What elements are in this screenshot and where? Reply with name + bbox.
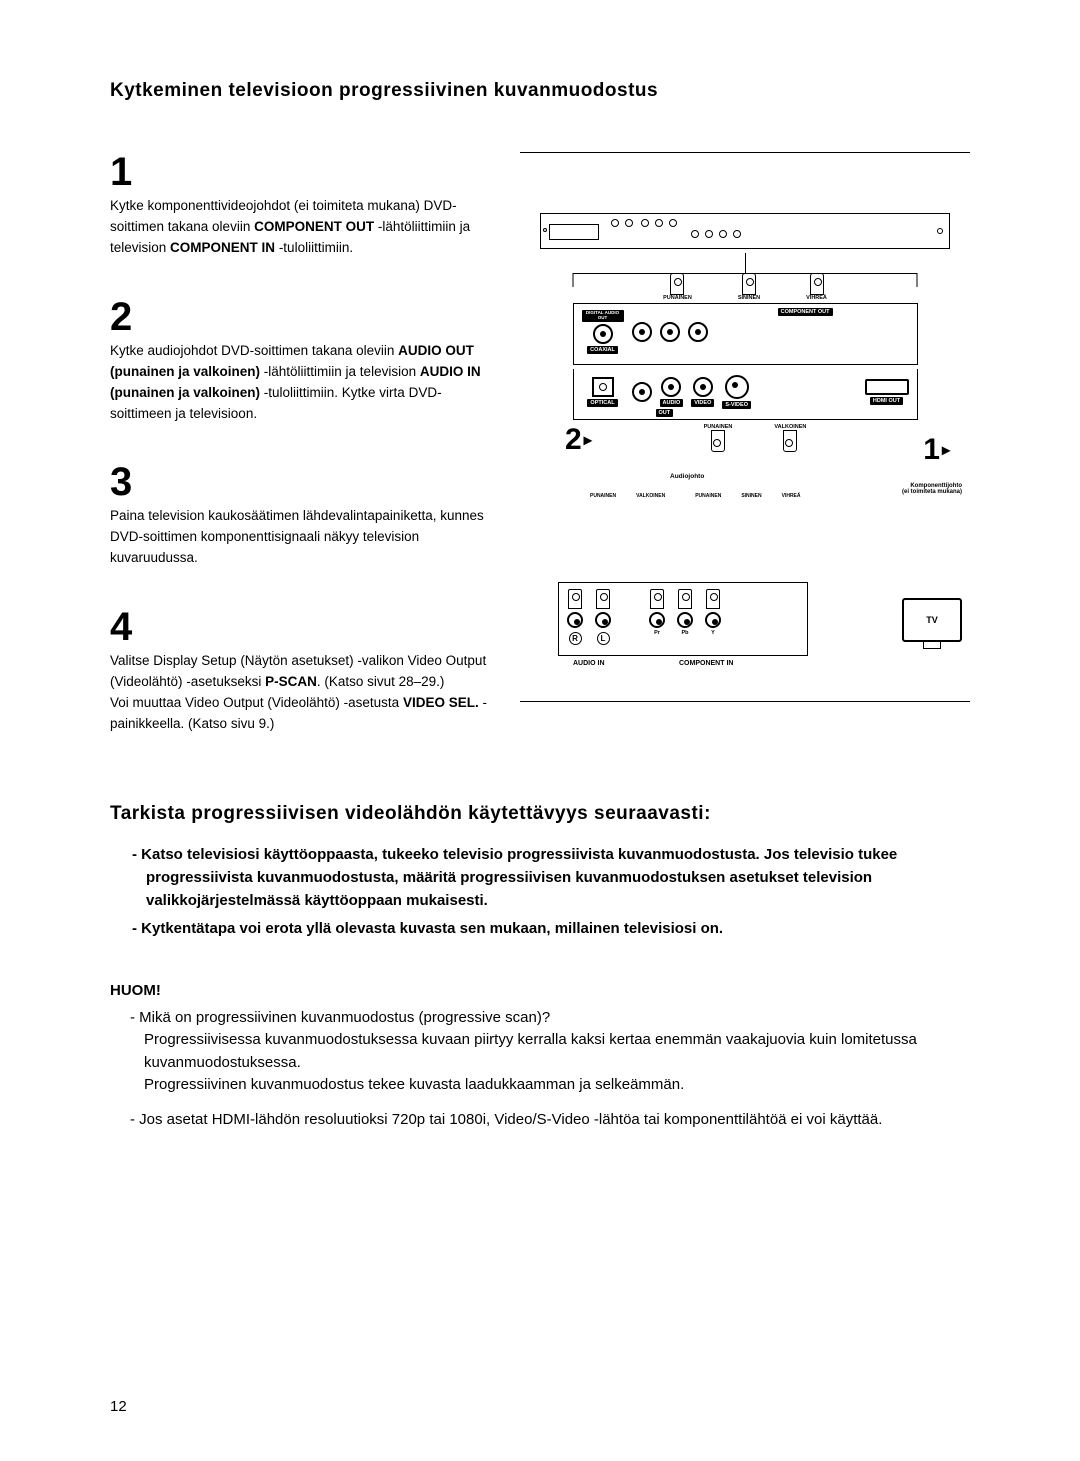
step-number: 4 bbox=[110, 607, 490, 647]
dvd-back-outline bbox=[540, 213, 950, 249]
label-coaxial: COAXIAL bbox=[587, 346, 618, 354]
label-audio-in: AUDIO IN bbox=[573, 660, 605, 667]
label-pr: Pr bbox=[654, 630, 660, 636]
check-item: - Katso televisiosi käyttöoppaasta, tuke… bbox=[132, 843, 1000, 913]
step-text: Valitse Display Setup (Näytön asetukset)… bbox=[110, 651, 490, 735]
label-audio: AUDIO bbox=[660, 399, 684, 407]
check-list: - Katso televisiosi käyttöoppaasta, tuke… bbox=[110, 843, 1000, 940]
label-audio-white: VALKOINEN bbox=[774, 424, 806, 430]
check-item: - Kytkentätapa voi erota yllä olevasta k… bbox=[132, 917, 1000, 940]
label-komponenttijohto-sub: (ei toimiteta mukana) bbox=[902, 489, 962, 495]
label-svideo: S-VIDEO bbox=[722, 401, 751, 409]
label-r: R bbox=[569, 632, 582, 645]
tv-input-panel: R L Pr Pb Y AUDIO IN COMPONENT IN bbox=[558, 582, 808, 656]
label-blue: SININEN bbox=[738, 295, 760, 301]
note-heading: HUOM! bbox=[110, 982, 1000, 999]
page-title: Kytkeminen televisioon progressiivinen k… bbox=[110, 80, 1000, 102]
label-audiojohto: Audiojohto bbox=[670, 473, 704, 480]
step-number: 2 bbox=[110, 297, 490, 337]
step-1: 1 Kytke komponenttivideojohdot (ei toimi… bbox=[110, 152, 490, 259]
page-number: 12 bbox=[110, 1398, 127, 1415]
content-columns: 1 Kytke komponenttivideojohdot (ei toimi… bbox=[110, 152, 1000, 773]
label-component-out: COMPONENT OUT bbox=[778, 308, 833, 316]
label-lower-color: VIHREÄ bbox=[782, 493, 801, 499]
note-item: - Mikä on progressiivinen kuvanmuodostus… bbox=[130, 1007, 1000, 1097]
step-number: 1 bbox=[110, 152, 490, 192]
note-item: - Jos asetat HDMI-lähdön resoluutioksi 7… bbox=[130, 1109, 1000, 1132]
step-number: 3 bbox=[110, 462, 490, 502]
step-3: 3 Paina television kaukosäätimen lähdeva… bbox=[110, 462, 490, 569]
callout-1: 1▸ bbox=[923, 433, 950, 467]
label-lower-color: VALKOINEN bbox=[636, 493, 665, 499]
label-green: VIHREÄ bbox=[806, 295, 827, 301]
label-component-in: COMPONENT IN bbox=[679, 660, 733, 667]
label-optical: OPTICAL bbox=[587, 399, 617, 407]
step-text: Kytke audiojohdot DVD-soittimen takana o… bbox=[110, 341, 490, 425]
step-4: 4 Valitse Display Setup (Näytön asetukse… bbox=[110, 607, 490, 735]
label-l: L bbox=[597, 632, 610, 645]
diagram-column: PUNAINEN SININEN VIHREÄ DIGITAL AUDIO OU… bbox=[520, 152, 970, 773]
step-2: 2 Kytke audiojohdot DVD-soittimen takana… bbox=[110, 297, 490, 425]
label-lower-color: PUNAINEN bbox=[695, 493, 721, 499]
step-text: Paina television kaukosäätimen lähdevali… bbox=[110, 506, 490, 569]
label-pb: Pb bbox=[681, 630, 688, 636]
connection-diagram: PUNAINEN SININEN VIHREÄ DIGITAL AUDIO OU… bbox=[520, 152, 970, 752]
label-y: Y bbox=[711, 630, 715, 636]
label-lower-color: PUNAINEN bbox=[590, 493, 616, 499]
label-out: OUT bbox=[656, 409, 674, 417]
enlarged-panel: PUNAINEN SININEN VIHREÄ DIGITAL AUDIO OU… bbox=[573, 273, 918, 452]
label-lower-color: SININEN bbox=[741, 493, 761, 499]
label-digital-audio: DIGITAL AUDIO OUT bbox=[582, 310, 624, 322]
label-red: PUNAINEN bbox=[663, 295, 692, 301]
notes-list: - Mikä on progressiivinen kuvanmuodostus… bbox=[110, 1007, 1000, 1132]
subheading: Tarkista progressiivisen videolähdön käy… bbox=[110, 803, 1000, 825]
label-video: VIDEO bbox=[691, 399, 714, 407]
callout-2: 2▸ bbox=[565, 423, 592, 457]
step-text: Kytke komponenttivideojohdot (ei toimite… bbox=[110, 196, 490, 259]
label-audio-red: PUNAINEN bbox=[704, 424, 733, 430]
label-hdmi: HDMI OUT bbox=[870, 397, 903, 405]
steps-column: 1 Kytke komponenttivideojohdot (ei toimi… bbox=[110, 152, 490, 773]
tv-icon: TV bbox=[902, 598, 962, 642]
